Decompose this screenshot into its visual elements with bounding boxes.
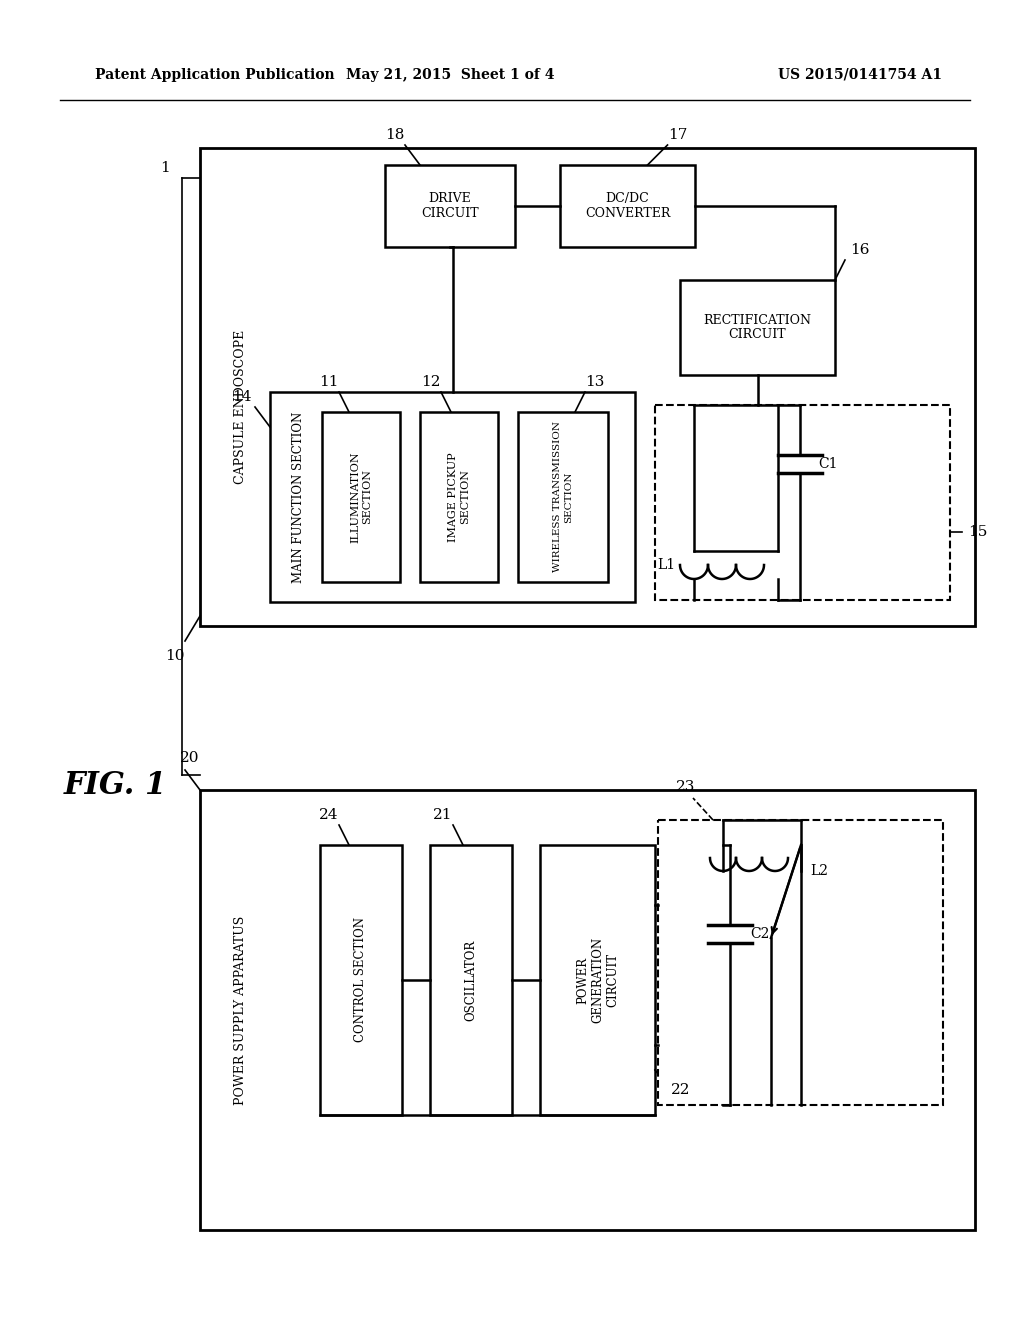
Text: 22: 22 — [672, 1082, 691, 1097]
Bar — [560, 165, 695, 247]
Bar — [540, 845, 655, 1115]
Bar — [518, 412, 608, 582]
Bar — [200, 148, 975, 626]
Text: IMAGE PICKUP
SECTION: IMAGE PICKUP SECTION — [449, 453, 470, 541]
Text: C2: C2 — [751, 927, 770, 941]
Text: 13: 13 — [586, 375, 605, 389]
Text: RECTIFICATION
CIRCUIT: RECTIFICATION CIRCUIT — [703, 314, 811, 342]
Bar — [420, 412, 498, 582]
Text: May 21, 2015  Sheet 1 of 4: May 21, 2015 Sheet 1 of 4 — [346, 69, 554, 82]
Bar — [200, 789, 975, 1230]
Text: POWER SUPPLY APPARATUS: POWER SUPPLY APPARATUS — [233, 915, 247, 1105]
Bar — [270, 392, 635, 602]
Text: WIRELESS TRANSMISSION
SECTION: WIRELESS TRANSMISSION SECTION — [553, 421, 572, 573]
Text: Patent Application Publication: Patent Application Publication — [95, 69, 335, 82]
Text: DRIVE
CIRCUIT: DRIVE CIRCUIT — [421, 191, 479, 220]
Text: C1: C1 — [818, 457, 838, 471]
Text: 12: 12 — [421, 375, 440, 389]
Bar — [680, 280, 835, 375]
Text: OSCILLATOR: OSCILLATOR — [465, 940, 477, 1020]
Text: CAPSULE ENDOSCOPE: CAPSULE ENDOSCOPE — [233, 330, 247, 484]
Text: POWER
GENERATION
CIRCUIT: POWER GENERATION CIRCUIT — [575, 937, 618, 1023]
Bar — [655, 405, 950, 601]
Text: 16: 16 — [850, 243, 869, 257]
Text: US 2015/0141754 A1: US 2015/0141754 A1 — [778, 69, 942, 82]
Bar — [430, 845, 512, 1115]
Text: 11: 11 — [319, 375, 339, 389]
Text: 1: 1 — [160, 161, 170, 176]
Text: 18: 18 — [385, 128, 404, 143]
Text: 14: 14 — [232, 389, 252, 404]
Text: L1: L1 — [657, 558, 675, 572]
Text: ILLUMINATION
SECTION: ILLUMINATION SECTION — [350, 451, 372, 543]
Text: 15: 15 — [969, 525, 988, 539]
Text: MAIN FUNCTION SECTION: MAIN FUNCTION SECTION — [292, 412, 304, 582]
Text: L2: L2 — [810, 865, 828, 878]
Bar — [658, 820, 943, 1105]
Bar — [322, 412, 400, 582]
Bar — [319, 845, 402, 1115]
Text: 23: 23 — [676, 780, 695, 795]
Text: 21: 21 — [433, 808, 453, 822]
Text: 20: 20 — [180, 751, 200, 766]
Text: 17: 17 — [668, 128, 687, 143]
Text: FIG. 1: FIG. 1 — [63, 770, 167, 800]
Bar — [385, 165, 515, 247]
Text: DC/DC
CONVERTER: DC/DC CONVERTER — [585, 191, 670, 220]
Text: 24: 24 — [319, 808, 339, 822]
Text: CONTROL SECTION: CONTROL SECTION — [354, 917, 368, 1043]
Text: 10: 10 — [165, 649, 184, 663]
